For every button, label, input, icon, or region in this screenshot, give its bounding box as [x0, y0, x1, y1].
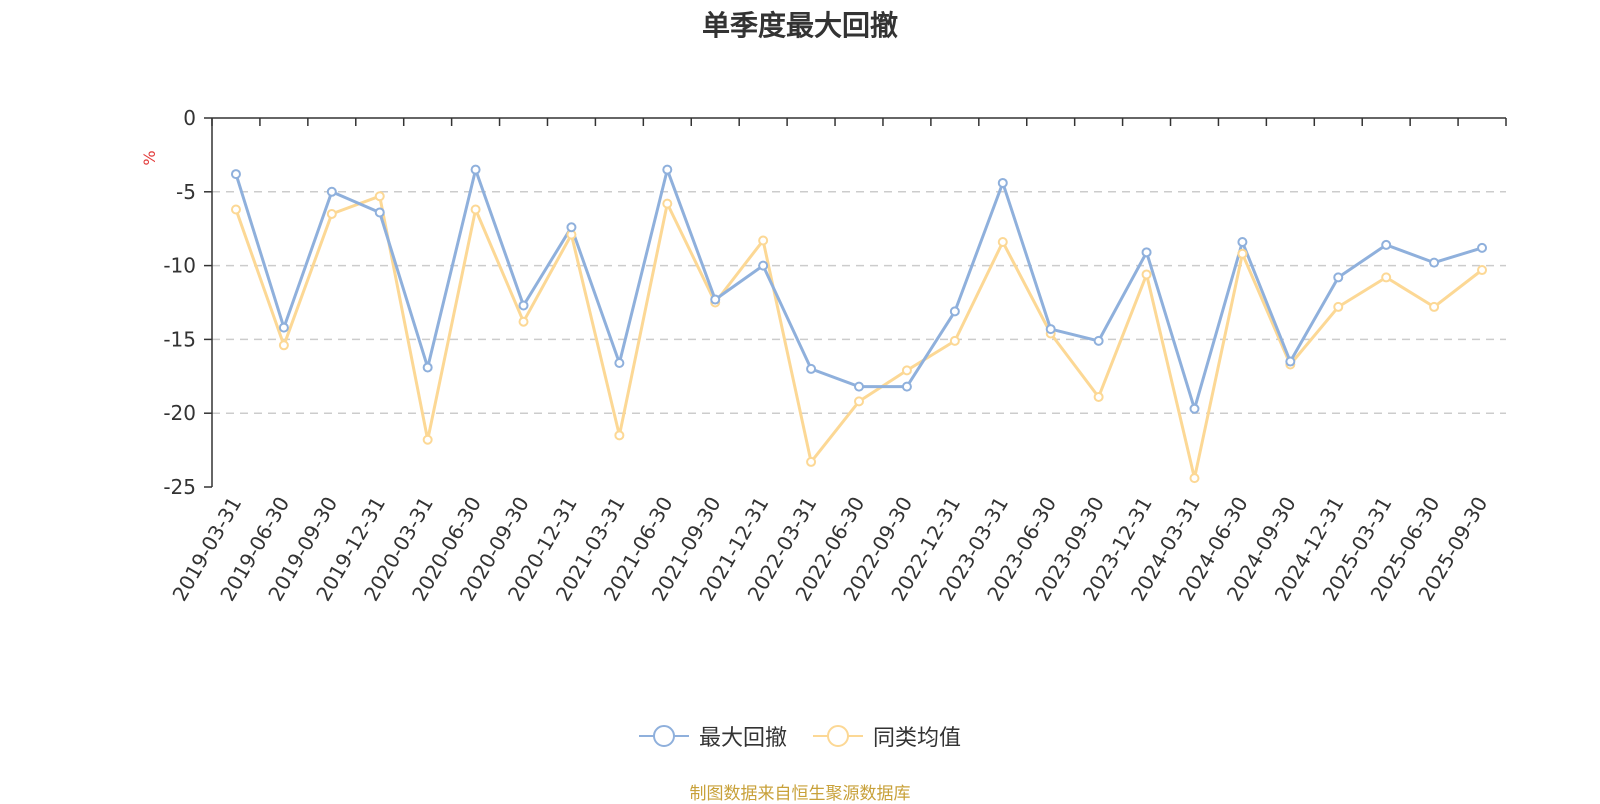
data-point-peer-average[interactable]	[758, 235, 769, 246]
series-line-peer-average	[234, 194, 1483, 480]
data-point-max-drawdown[interactable]	[326, 186, 337, 197]
data-point-max-drawdown[interactable]	[470, 164, 481, 175]
data-point-peer-average[interactable]	[1429, 301, 1440, 312]
y-tick-label: -10	[163, 254, 196, 278]
data-point-max-drawdown[interactable]	[1189, 403, 1200, 414]
data-point-max-drawdown[interactable]	[566, 222, 577, 233]
data-point-peer-average[interactable]	[1093, 391, 1104, 402]
data-point-peer-average[interactable]	[901, 365, 912, 376]
y-tick-label: 0	[183, 106, 196, 130]
legend-marker-max-drawdown	[638, 725, 689, 747]
y-axis-unit-label: %	[140, 150, 159, 165]
data-point-max-drawdown[interactable]	[518, 300, 529, 311]
y-tick-label: -20	[163, 401, 196, 425]
data-point-max-drawdown[interactable]	[710, 294, 721, 305]
source-note: 制图数据来自恒生聚源数据库	[689, 784, 911, 804]
y-tick-label: -5	[176, 180, 196, 204]
data-point-max-drawdown[interactable]	[854, 381, 864, 392]
legend-label-peer-average: 同类均值	[873, 726, 962, 751]
legend-marker-peer-average	[813, 725, 863, 747]
data-point-max-drawdown[interactable]	[1093, 335, 1104, 346]
data-point-peer-average[interactable]	[518, 316, 529, 327]
data-point-max-drawdown[interactable]	[1141, 247, 1152, 258]
data-point-peer-average[interactable]	[806, 456, 817, 467]
data-point-peer-average[interactable]	[1381, 272, 1392, 283]
chart-title: 单季度最大回撤	[701, 9, 898, 42]
data-point-max-drawdown[interactable]	[614, 358, 625, 369]
data-point-max-drawdown[interactable]	[662, 164, 673, 175]
data-point-max-drawdown[interactable]	[901, 381, 912, 392]
data-point-peer-average[interactable]	[662, 198, 673, 209]
data-point-max-drawdown[interactable]	[806, 363, 817, 374]
data-point-peer-average[interactable]	[1333, 301, 1344, 312]
data-point-max-drawdown[interactable]	[278, 322, 289, 333]
data-point-peer-average[interactable]	[1237, 248, 1248, 259]
data-point-max-drawdown[interactable]	[1237, 236, 1248, 247]
data-point-peer-average[interactable]	[422, 434, 433, 445]
data-point-max-drawdown[interactable]	[1285, 356, 1296, 367]
legend-label-max-drawdown: 最大回撤	[698, 726, 787, 751]
y-tick-label: -15	[163, 327, 196, 351]
data-point-max-drawdown[interactable]	[1045, 324, 1056, 335]
data-point-max-drawdown[interactable]	[1381, 239, 1392, 250]
data-point-max-drawdown[interactable]	[949, 306, 960, 317]
data-point-peer-average[interactable]	[1477, 265, 1488, 276]
data-point-peer-average[interactable]	[278, 340, 289, 351]
data-point-peer-average[interactable]	[1141, 269, 1152, 280]
data-point-max-drawdown[interactable]	[1333, 272, 1344, 283]
data-point-peer-average[interactable]	[374, 191, 385, 202]
data-point-max-drawdown[interactable]	[422, 362, 433, 373]
data-point-peer-average[interactable]	[614, 430, 625, 441]
data-point-peer-average[interactable]	[470, 204, 481, 215]
legend-item-peer-average[interactable]: 同类均值	[813, 720, 961, 752]
y-tick-label: -25	[163, 475, 196, 499]
data-point-peer-average[interactable]	[997, 236, 1008, 247]
data-point-peer-average[interactable]	[949, 335, 960, 346]
series-line-max-drawdown	[234, 168, 1483, 411]
data-point-max-drawdown[interactable]	[758, 260, 769, 271]
legend-item-max-drawdown[interactable]: 最大回撤	[638, 720, 787, 752]
data-point-peer-average[interactable]	[1189, 473, 1200, 484]
data-point-peer-average[interactable]	[854, 396, 864, 407]
data-point-peer-average[interactable]	[326, 208, 337, 219]
data-point-max-drawdown[interactable]	[1429, 257, 1440, 268]
data-point-max-drawdown[interactable]	[997, 177, 1008, 188]
data-point-peer-average[interactable]	[230, 204, 241, 215]
data-point-max-drawdown[interactable]	[230, 169, 241, 180]
data-point-max-drawdown[interactable]	[1477, 242, 1488, 253]
legend: 最大回撤 同类均值	[0, 720, 1600, 752]
data-point-max-drawdown[interactable]	[374, 207, 385, 218]
